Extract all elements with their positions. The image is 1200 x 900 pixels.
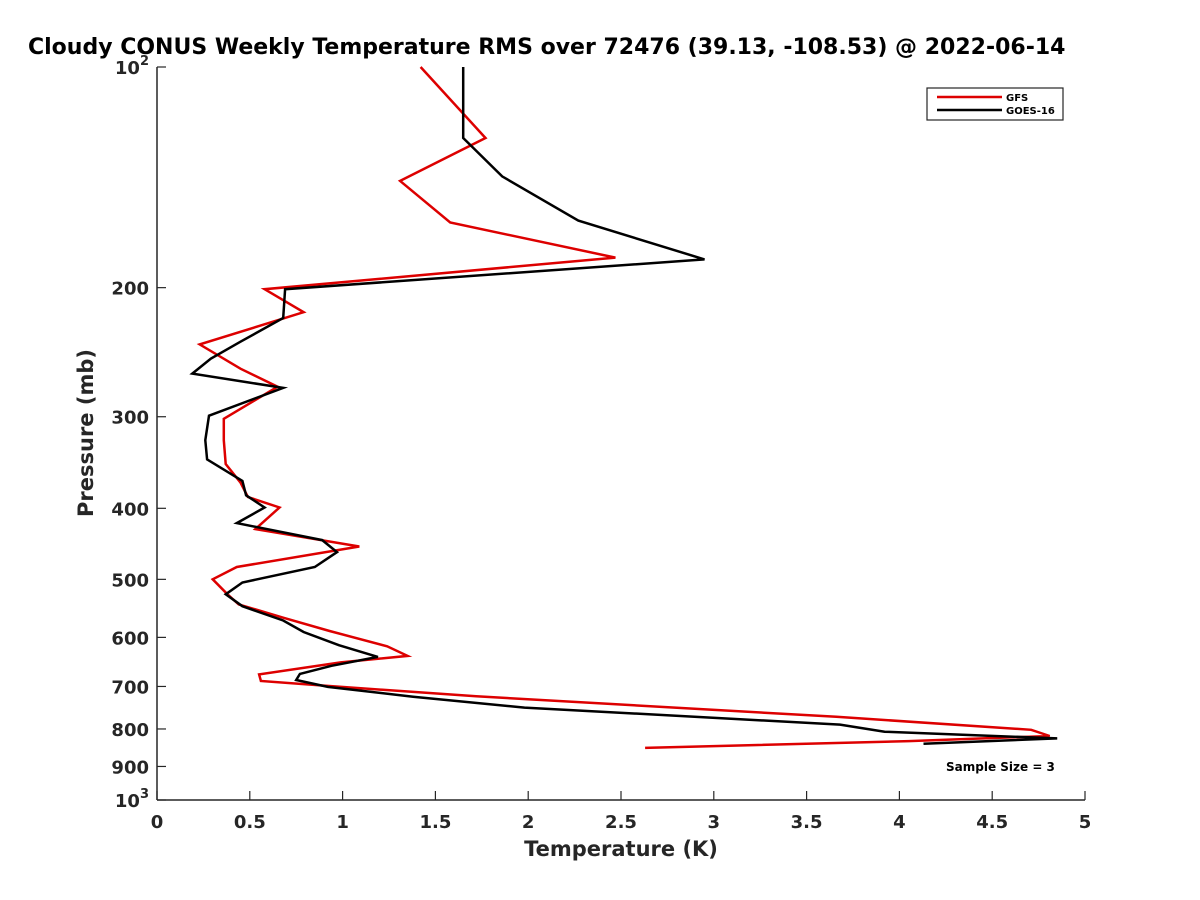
x-tick-label: 1	[336, 812, 349, 833]
y-tick-label: 900	[111, 757, 149, 778]
x-tick-label: 4.5	[976, 812, 1008, 833]
y-tick-label: 500	[111, 570, 149, 591]
y-tick-label: 103	[115, 787, 149, 812]
x-ticks: 0 0.5 1 1.5 2 2.5 3 3.5 4 4.5 5	[151, 791, 1092, 833]
y-tick-base: 10	[115, 58, 140, 79]
x-tick-label: 0	[151, 812, 164, 833]
y-tick-base: 10	[115, 791, 140, 812]
y-axis-label: Pressure (mb)	[74, 349, 98, 517]
x-tick-label: 0.5	[234, 812, 266, 833]
series-line-goes16	[189, 67, 1058, 745]
legend-box	[926, 87, 1064, 121]
x-axis-label: Temperature (K)	[524, 837, 718, 861]
x-tick-label: 3.5	[791, 812, 823, 833]
y-tick-exponent: 3	[140, 787, 149, 802]
x-tick-label: 2.5	[605, 812, 637, 833]
series-line-gfs	[196, 66, 1051, 750]
x-tick-label: 1.5	[419, 812, 451, 833]
x-tick-label: 2	[522, 812, 535, 833]
plot-area	[157, 67, 1085, 800]
y-tick-label: 102	[115, 54, 149, 79]
legend-label-goes16: GOES-16	[1006, 106, 1055, 117]
y-tick-label: 300	[111, 408, 149, 429]
legend-label-gfs: GFS	[1006, 93, 1028, 104]
x-tick-label: 4	[893, 812, 906, 833]
y-tick-label: 600	[111, 628, 149, 649]
legend: GFS GOES-16	[926, 87, 1064, 121]
series-layer	[189, 66, 1058, 750]
y-tick-exponent: 2	[140, 54, 149, 69]
sample-size-annotation: Sample Size = 3	[946, 760, 1055, 774]
y-tick-label: 200	[111, 279, 149, 300]
y-tick-label: 700	[111, 677, 149, 698]
y-tick-label: 400	[111, 499, 149, 520]
x-tick-label: 5	[1079, 812, 1092, 833]
x-tick-label: 3	[708, 812, 721, 833]
chart-title: Cloudy CONUS Weekly Temperature RMS over…	[28, 35, 1065, 60]
y-tick-label: 800	[111, 720, 149, 741]
